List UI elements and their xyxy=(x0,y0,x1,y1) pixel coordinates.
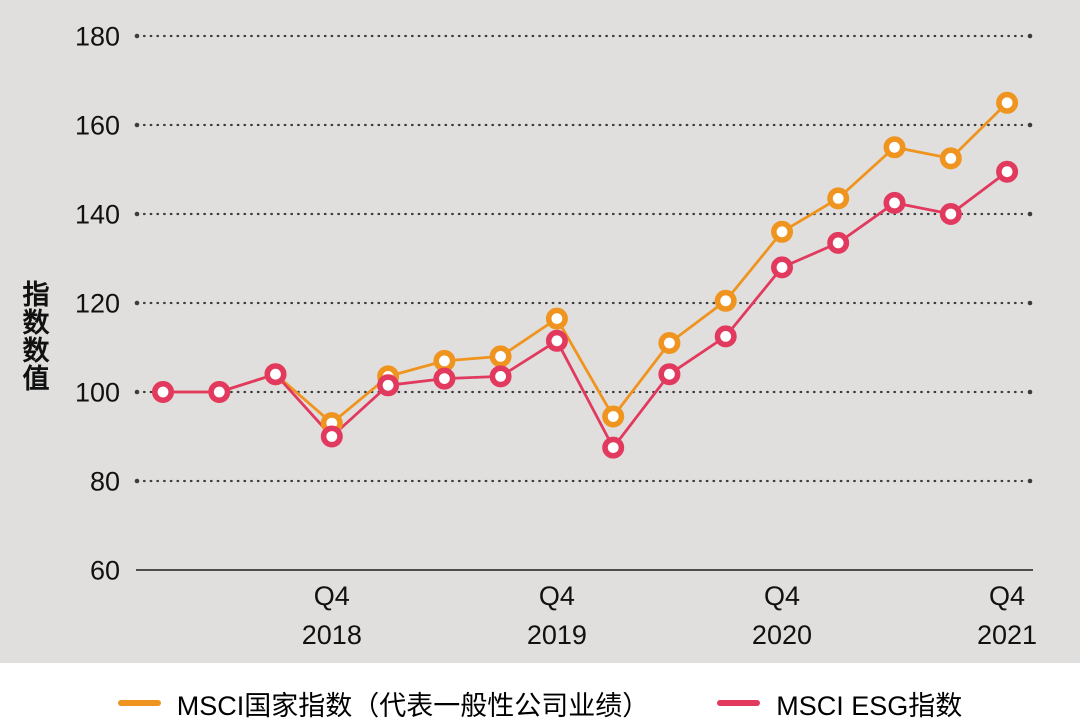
data-point-series0-2021Q1 xyxy=(827,187,850,210)
data-point-series1-2020Q4 xyxy=(770,256,793,279)
data-point-series0-2019Q3 xyxy=(489,345,512,368)
gridline-end-dot xyxy=(1027,478,1033,484)
data-point-series0-2021Q2 xyxy=(883,136,906,159)
y-tick-label-160: 160 xyxy=(75,111,120,141)
data-point-series1-2020Q2 xyxy=(658,363,681,386)
data-point-series1-2021Q1 xyxy=(827,231,850,254)
series-line-0 xyxy=(163,101,1009,425)
data-point-series0-2019Q4 xyxy=(545,307,568,330)
gridline-end-dot xyxy=(1027,33,1033,39)
data-point-series1-2019Q3 xyxy=(489,365,512,388)
gridline-start-dot xyxy=(134,300,140,306)
data-point-series1-2021Q2 xyxy=(883,191,906,214)
y-tick-label-80: 80 xyxy=(90,467,120,497)
gridline-end-dot xyxy=(1027,389,1033,395)
data-point-series1-2019Q4 xyxy=(545,329,568,352)
data-point-series0-2019Q2 xyxy=(433,349,456,372)
data-point-series1-2019Q2 xyxy=(433,367,456,390)
data-point-series1-2020Q3 xyxy=(714,325,737,348)
data-point-series0-2020Q4 xyxy=(770,220,793,243)
x-tick-year-2019: 2019 xyxy=(527,620,587,650)
y-tick-label-100: 100 xyxy=(75,378,120,408)
gridline-start-dot xyxy=(134,211,140,217)
y-tick-label-60: 60 xyxy=(90,556,120,586)
data-point-series1-2020Q1 xyxy=(602,436,625,459)
data-point-series0-2021Q4 xyxy=(996,91,1019,114)
legend-swatch-esg-line xyxy=(717,700,761,706)
x-tick-quarter-2021: Q4 xyxy=(989,581,1025,611)
legend-label-esg: MSCI ESG指数 xyxy=(776,690,963,721)
x-tick-year-2020: 2020 xyxy=(752,620,812,650)
data-point-series0-2020Q3 xyxy=(714,289,737,312)
y-axis-title: 指 数 数 值 xyxy=(22,280,50,394)
gridline-end-dot xyxy=(1027,211,1033,217)
legend-swatch-country-line xyxy=(117,700,161,706)
gridline-end-dot xyxy=(1027,122,1033,128)
data-point-series1-2018Q3 xyxy=(264,363,287,386)
x-tick-year-2018: 2018 xyxy=(302,620,362,650)
x-tick-year-2021: 2021 xyxy=(977,620,1037,650)
data-point-series1-2019Q1 xyxy=(377,374,400,397)
gridline-end-dot xyxy=(1027,300,1033,306)
data-point-series0-2020Q1 xyxy=(602,405,625,428)
gridline-start-dot xyxy=(134,389,140,395)
y-tick-label-140: 140 xyxy=(75,200,120,230)
data-point-series1-2018Q4 xyxy=(320,425,343,448)
data-point-series0-2020Q2 xyxy=(658,331,681,354)
legend-item-msci-esg: MSCI ESG指数 xyxy=(717,684,962,722)
data-point-series1-2021Q3 xyxy=(939,203,962,226)
y-tick-label-180: 180 xyxy=(75,22,120,52)
data-point-series1-2018Q2 xyxy=(208,380,231,403)
chart-svg: 180 160 140 120 100 80 60 Q4 2018 Q4 2019 Q4 2020 Q4 2… xyxy=(75,22,1037,651)
legend: MSCI国家指数（代表一般性公司业绩） MSCI ESG指数 xyxy=(0,684,1080,722)
data-point-series1-2018Q1 xyxy=(152,380,175,403)
series-line-1 xyxy=(163,170,1008,450)
legend-label-country: MSCI国家指数（代表一般性公司业绩） xyxy=(176,690,650,721)
gridline-start-dot xyxy=(134,478,140,484)
x-tick-quarter-2020: Q4 xyxy=(764,581,800,611)
gridline-start-dot xyxy=(134,33,140,39)
data-point-series1-2021Q4 xyxy=(996,160,1019,183)
y-tick-label-120: 120 xyxy=(75,289,120,319)
gridline-start-dot xyxy=(134,122,140,128)
x-tick-quarter-2018: Q4 xyxy=(314,581,350,611)
legend-item-msci-country: MSCI国家指数（代表一般性公司业绩） xyxy=(117,684,650,722)
x-tick-quarter-2019: Q4 xyxy=(539,581,575,611)
data-point-series0-2021Q3 xyxy=(939,147,962,170)
